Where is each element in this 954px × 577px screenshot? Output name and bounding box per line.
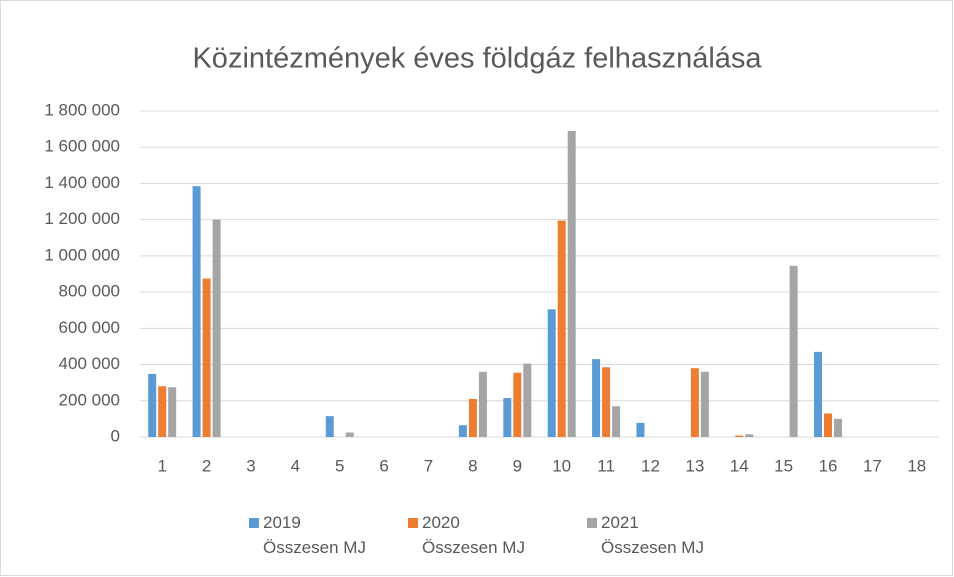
bar <box>192 186 201 437</box>
legend: 2019 Összesen MJ 2020 Összesen MJ 2021 Öss… <box>0 510 954 570</box>
bar <box>789 265 798 437</box>
bar <box>636 422 645 437</box>
bar <box>557 220 566 437</box>
legend-label: 2021 Összesen MJ <box>601 513 704 557</box>
bar <box>735 435 744 437</box>
y-tick-label: 1 800 000 <box>44 100 120 119</box>
bar <box>148 373 157 437</box>
bar <box>547 309 556 437</box>
legend-item: 2021 Összesen MJ <box>587 510 716 560</box>
y-tick-label: 1 200 000 <box>44 209 120 228</box>
y-tick-label: 200 000 <box>59 390 120 409</box>
legend-item: 2019 Összesen MJ <box>249 510 378 560</box>
bar <box>824 413 833 437</box>
x-tick-label: 11 <box>597 456 615 475</box>
bar <box>513 372 522 437</box>
legend-swatch <box>249 518 259 528</box>
bar <box>468 398 477 437</box>
x-tick-label: 12 <box>641 456 660 475</box>
x-tick-label: 15 <box>774 456 793 475</box>
y-tick-label: 1 400 000 <box>44 173 120 192</box>
chart-title: Közintézmények éves földgáz felhasználás… <box>192 43 762 75</box>
x-tick-label: 10 <box>552 456 571 475</box>
x-tick-label: 14 <box>730 456 749 475</box>
y-tick-label: 600 000 <box>59 318 120 337</box>
bar <box>834 418 843 437</box>
x-tick-label: 16 <box>819 456 838 475</box>
x-tick-label: 17 <box>863 456 882 475</box>
bar <box>168 387 177 437</box>
x-tick-label: 5 <box>335 456 344 475</box>
bar <box>700 371 709 437</box>
y-tick-label: 0 <box>111 426 120 445</box>
x-tick-label: 8 <box>468 456 477 475</box>
x-tick-label: 3 <box>246 456 255 475</box>
bar <box>567 130 576 437</box>
legend-item: 2020 Összesen MJ <box>408 510 537 560</box>
bar <box>745 434 754 437</box>
legend-label: 2020 Összesen MJ <box>422 513 525 557</box>
bar <box>478 371 487 437</box>
bar <box>212 219 221 437</box>
bar <box>592 359 601 437</box>
x-tick-label: 9 <box>513 456 522 475</box>
legend-swatch <box>408 518 418 528</box>
bar <box>325 416 334 437</box>
bar <box>690 368 699 437</box>
bar <box>523 363 532 437</box>
bar <box>602 367 611 437</box>
y-tick-label: 400 000 <box>59 354 120 373</box>
x-tick-label: 1 <box>157 456 166 475</box>
legend-swatch <box>587 518 597 528</box>
x-tick-label: 13 <box>685 456 704 475</box>
y-tick-label: 800 000 <box>59 282 120 301</box>
x-tick-label: 7 <box>424 456 433 475</box>
x-tick-label: 2 <box>202 456 211 475</box>
x-tick-label: 4 <box>291 456 300 475</box>
bar <box>612 406 621 437</box>
bar <box>503 398 512 437</box>
x-tick-label: 6 <box>379 456 388 475</box>
y-tick-label: 1 000 000 <box>44 245 120 264</box>
bar <box>814 351 823 437</box>
bar <box>158 386 167 437</box>
x-tick-label: 18 <box>907 456 926 475</box>
bar <box>202 278 211 437</box>
legend-label: 2019 Összesen MJ <box>263 513 366 557</box>
bar <box>345 432 354 437</box>
y-tick-label: 1 600 000 <box>44 137 120 156</box>
bar <box>458 425 467 437</box>
